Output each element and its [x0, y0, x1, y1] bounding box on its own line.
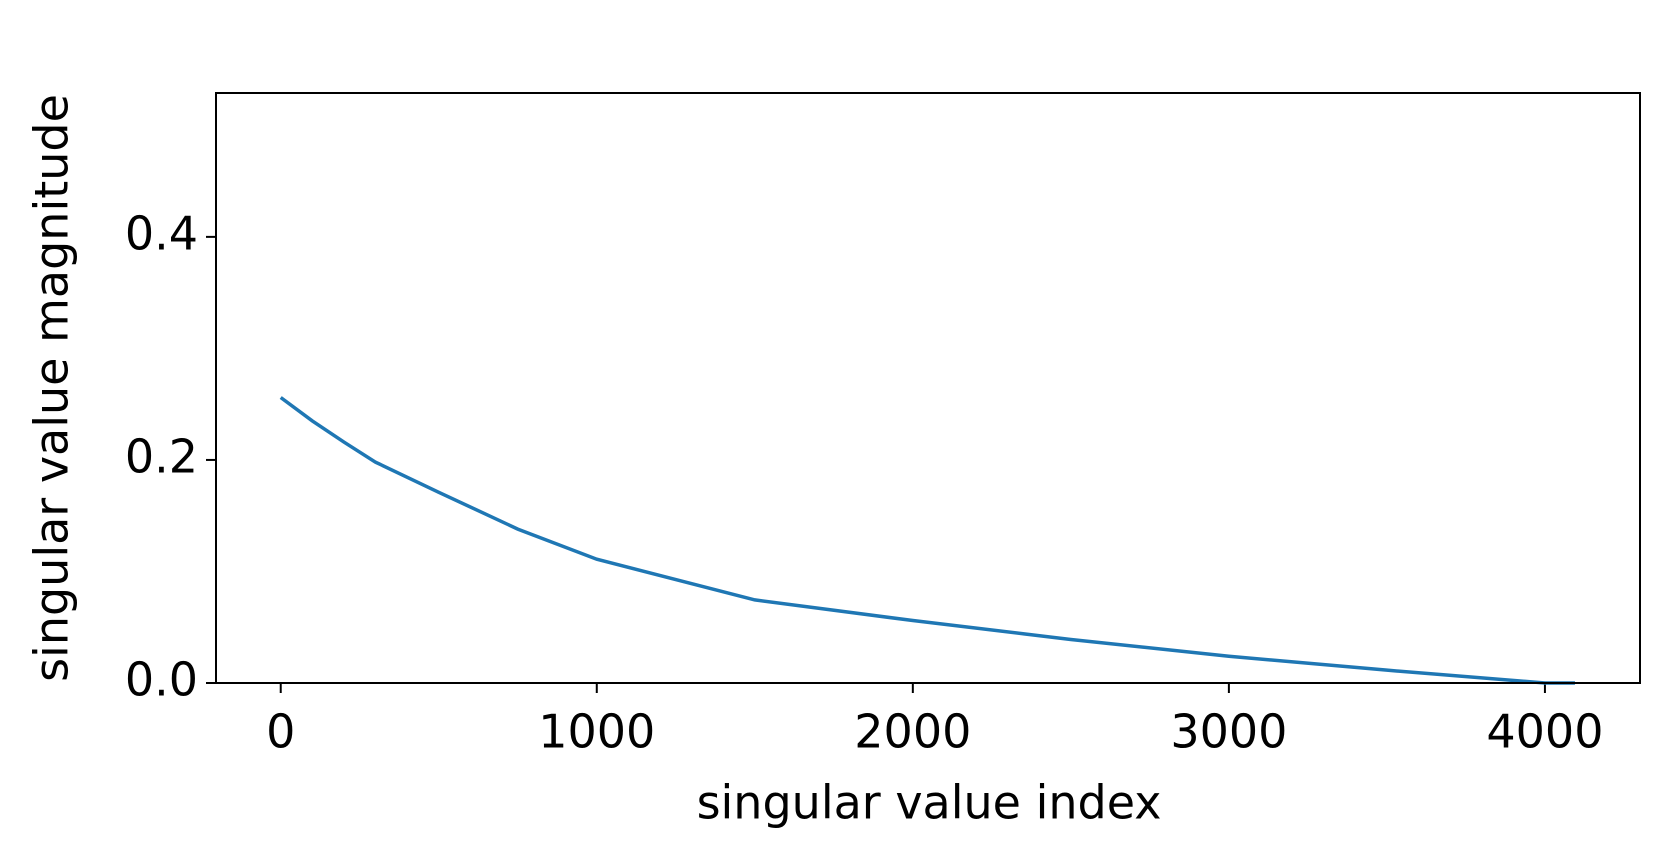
- y-axis-label: singular value magnitude: [25, 94, 79, 682]
- x-tick-label: 3000: [1170, 705, 1287, 759]
- x-tick-label: 4000: [1486, 705, 1603, 759]
- y-tick-label: 0.2: [125, 429, 198, 483]
- y-tick-label: 0.4: [125, 206, 198, 260]
- x-tick-label: 0: [266, 705, 295, 759]
- x-tick-label: 2000: [854, 705, 971, 759]
- x-axis-label: singular value index: [697, 776, 1162, 830]
- line: [279, 396, 1575, 685]
- plot-frame: [215, 92, 1641, 684]
- y-tick-label: 0.0: [125, 653, 198, 707]
- x-tick-label: 1000: [538, 705, 655, 759]
